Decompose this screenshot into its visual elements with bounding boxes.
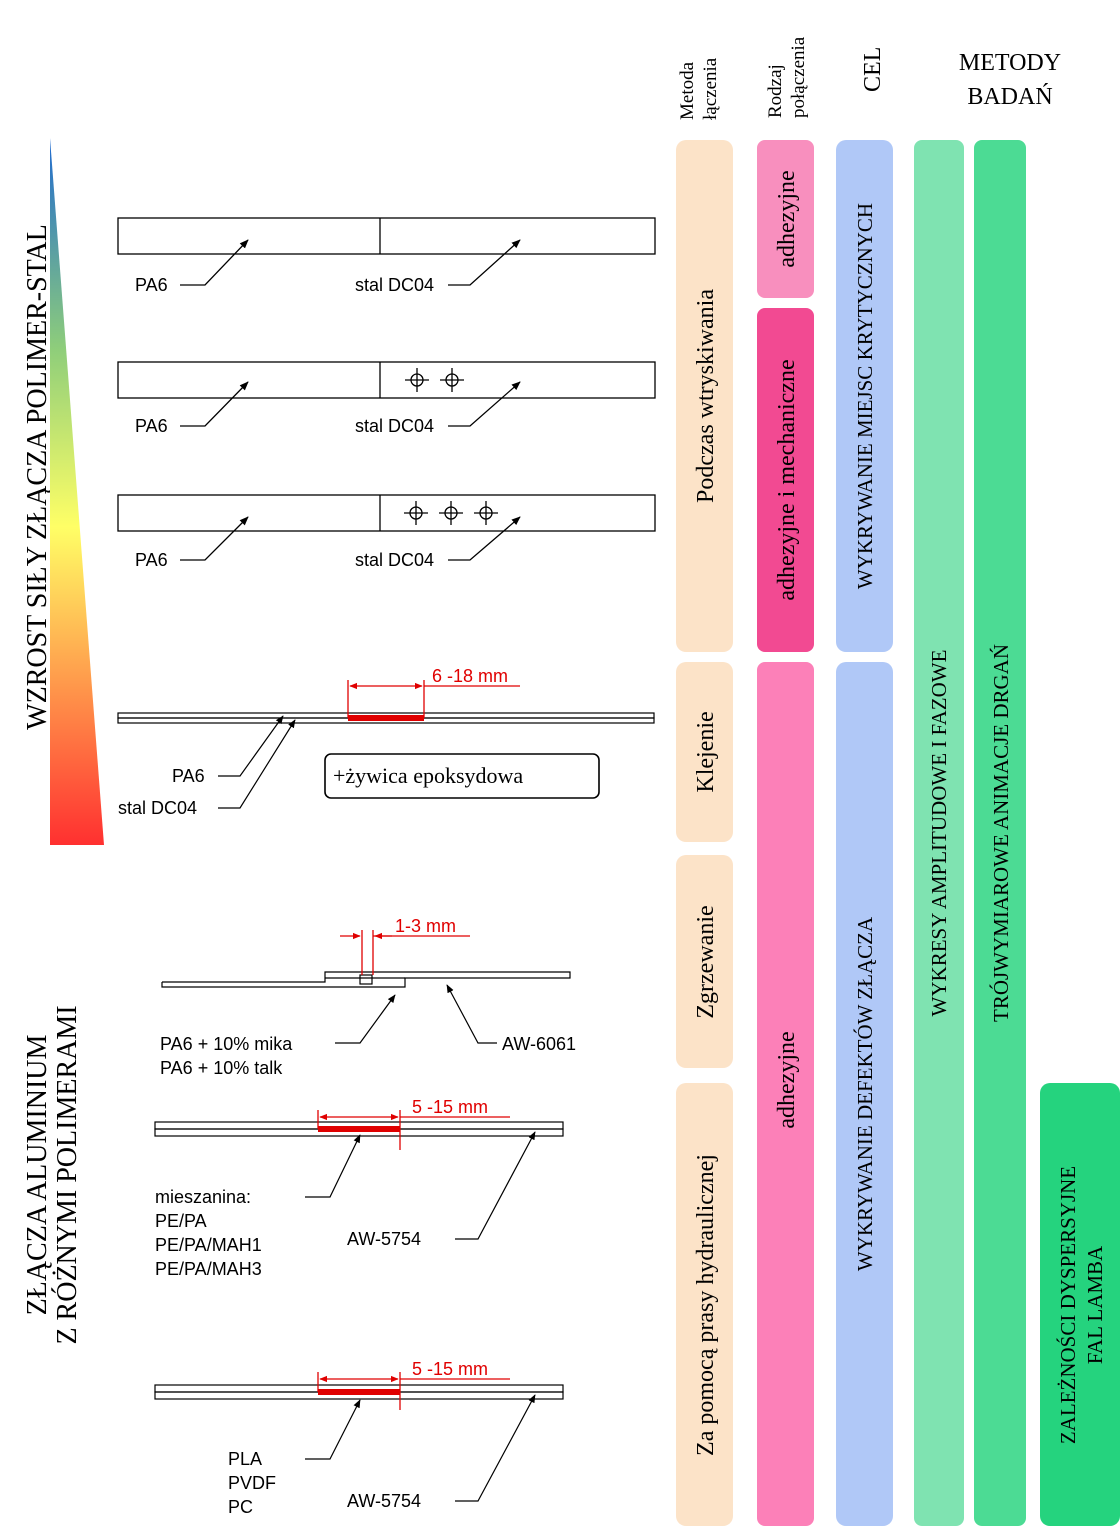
adhesive-zone (348, 715, 424, 721)
specimen-3-right-label: stal DC04 (355, 550, 434, 570)
specimen-7 (154, 1384, 564, 1502)
specimen-5-dim-label: 1-3 mm (395, 916, 456, 936)
specimen-3-left-label: PA6 (135, 550, 168, 570)
bar-adhezyjne-top-label: adhezyjne (774, 170, 800, 267)
specimen-7-left-line3: PC (228, 1497, 253, 1517)
specimen-1 (117, 217, 656, 286)
specimen-5-right-label: AW-6061 (502, 1034, 576, 1054)
specimen-4-dimension (347, 680, 520, 718)
bar-zgrzewanie-label: Zgrzewanie (693, 905, 719, 1018)
specimen-4-label-pa6: PA6 (172, 766, 205, 786)
bar-prasa (676, 1083, 733, 1526)
specimen-1-left-label: PA6 (135, 275, 168, 295)
bar-cel-krytycznych-label: WYKRYWANIE MIEJSC KRYTYCZNYCH (853, 203, 877, 589)
adhesive-zone (318, 1389, 400, 1395)
bar-zgrzewanie (676, 855, 733, 1068)
specimen-6-dim-label: 5 -15 mm (412, 1097, 488, 1117)
specimen-4-label-stal: stal DC04 (118, 798, 197, 818)
specimen-5 (161, 971, 571, 1044)
header-cel: CEL (860, 47, 886, 92)
bar-cel-defektow-label: WYKRYWANIE DEFEKTÓW ZŁĄCZA (853, 916, 877, 1271)
header-rodzaj-line1: Rodzaj (765, 64, 786, 118)
label-zlacza-line2: Z RÓŻNYMI POLIMERAMI (52, 1005, 83, 1344)
specimen-4-box-label: +żywica epoksydowa (333, 763, 523, 788)
specimen-7-left-line2: PVDF (228, 1473, 276, 1493)
specimen-2 (117, 361, 656, 427)
bar-cel-krytycznych (836, 140, 893, 652)
bar-animacje (974, 140, 1026, 1526)
bar-dyspersyjne-label-line1: ZALEŻNOŚCI DYSPERSYJNE (1056, 1166, 1080, 1444)
specimen-3 (117, 494, 656, 561)
bar-podczas-wtryskiwania-label: Podczas wtryskiwania (693, 289, 719, 503)
specimen-6-right-label: AW-5754 (347, 1229, 421, 1249)
specimen-5-left-line2: PA6 + 10% talk (160, 1058, 283, 1078)
header-metody-line1: METODY (959, 50, 1061, 76)
bar-adhezyjne-mechaniczne (757, 308, 814, 652)
specimen-7-left-line1: PLA (228, 1449, 262, 1469)
label-wzrost: WZROST SIŁY ZŁĄCZA POLIMER-STAL (22, 224, 53, 730)
bar-dyspersyjne-label-line2: FAL LAMBA (1083, 1245, 1107, 1364)
bar-adhezyjne-top (757, 140, 814, 298)
header-metody-line2: BADAŃ (967, 84, 1052, 110)
bar-animacje-label: TRÓJWYMIAROWE ANIMACJE DRGAŃ (989, 644, 1013, 1022)
specimen-7-dim-label: 5 -15 mm (412, 1359, 488, 1379)
bar-wykresy-label: WYKRESY AMPLITUDOWE I FAZOWE (927, 650, 951, 1017)
specimen-6-left-line4: PE/PA/MAH3 (155, 1259, 262, 1279)
header-metoda-line1: Metoda (677, 61, 698, 120)
specimen-5-left-line1: PA6 + 10% mika (160, 1034, 293, 1054)
specimen-4-dim-label: 6 -18 mm (432, 666, 508, 686)
bar-adhezyjne-mechaniczne-label: adhezyjne i mechaniczne (774, 359, 800, 600)
specimen-6-left-line1: mieszanina: (155, 1187, 251, 1207)
bar-klejenie-label: Klejenie (693, 711, 719, 792)
header-rodzaj-line2: połączenia (788, 36, 809, 118)
bar-adhezyjne-bottom-label: adhezyjne (774, 1031, 800, 1128)
specimen-4 (117, 712, 655, 809)
bar-dyspersyjne (1040, 1083, 1120, 1526)
specimen-2-right-label: stal DC04 (355, 416, 434, 436)
bar-wykresy (914, 140, 964, 1526)
bar-adhezyjne-bottom (757, 662, 814, 1526)
specimen-6-left-line2: PE/PA (155, 1211, 207, 1231)
label-zlacza-line1: ZŁĄCZA ALUMINIUM (22, 1035, 53, 1316)
gradient-wedge (50, 138, 104, 845)
specimen-1-right-label: stal DC04 (355, 275, 434, 295)
bar-podczas-wtryskiwania (676, 140, 733, 652)
specimen-6-left-line3: PE/PA/MAH1 (155, 1235, 262, 1255)
bar-klejenie (676, 662, 733, 842)
specimen-2-left-label: PA6 (135, 416, 168, 436)
specimen-7-right-label: AW-5754 (347, 1491, 421, 1511)
specimen-5-dimension (340, 930, 470, 975)
bar-cel-defektow (836, 662, 893, 1526)
adhesive-zone (318, 1126, 400, 1132)
specimen-6 (154, 1121, 564, 1240)
bar-prasa-label: Za pomocą prasy hydraulicznej (693, 1154, 719, 1456)
header-metoda-line2: łączenia (700, 57, 721, 120)
